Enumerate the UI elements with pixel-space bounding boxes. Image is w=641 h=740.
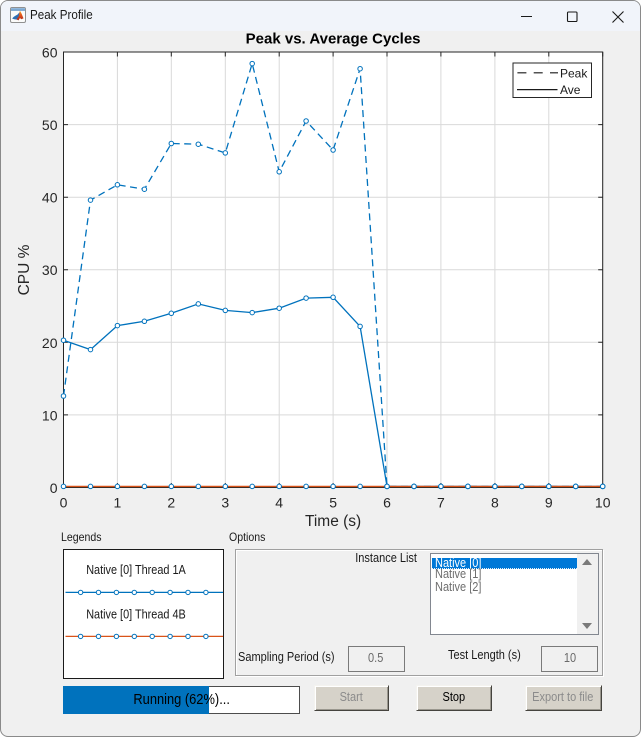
svg-text:7: 7 <box>437 494 445 510</box>
svg-text:CPU %: CPU % <box>16 244 33 295</box>
svg-text:30: 30 <box>42 262 58 278</box>
svg-text:60: 60 <box>42 45 58 61</box>
svg-text:0: 0 <box>50 480 58 496</box>
svg-text:Ave: Ave <box>560 83 581 97</box>
svg-text:3: 3 <box>221 494 229 510</box>
svg-text:Peak: Peak <box>560 66 588 80</box>
svg-text:20: 20 <box>42 335 58 351</box>
svg-text:40: 40 <box>42 190 58 206</box>
svg-text:1: 1 <box>114 494 122 510</box>
svg-text:50: 50 <box>42 117 58 133</box>
svg-text:4: 4 <box>275 494 283 510</box>
svg-text:2: 2 <box>167 494 175 510</box>
svg-text:0: 0 <box>60 494 68 510</box>
svg-text:9: 9 <box>545 494 553 510</box>
svg-text:Native [0] Thread 4B: Native [0] Thread 4B <box>86 608 186 622</box>
svg-text:8: 8 <box>491 494 499 510</box>
svg-text:10: 10 <box>42 407 58 423</box>
svg-text:5: 5 <box>329 494 337 510</box>
svg-text:10: 10 <box>595 494 611 510</box>
svg-text:Native [0] Thread 1A: Native [0] Thread 1A <box>86 563 186 577</box>
svg-text:6: 6 <box>383 494 391 510</box>
svg-text:Peak vs. Average Cycles: Peak vs. Average Cycles <box>246 31 421 48</box>
svg-text:Time (s): Time (s) <box>305 513 361 530</box>
